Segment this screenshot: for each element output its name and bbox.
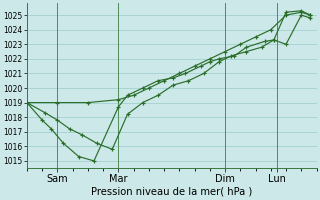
X-axis label: Pression niveau de la mer( hPa ): Pression niveau de la mer( hPa ) <box>91 187 252 197</box>
